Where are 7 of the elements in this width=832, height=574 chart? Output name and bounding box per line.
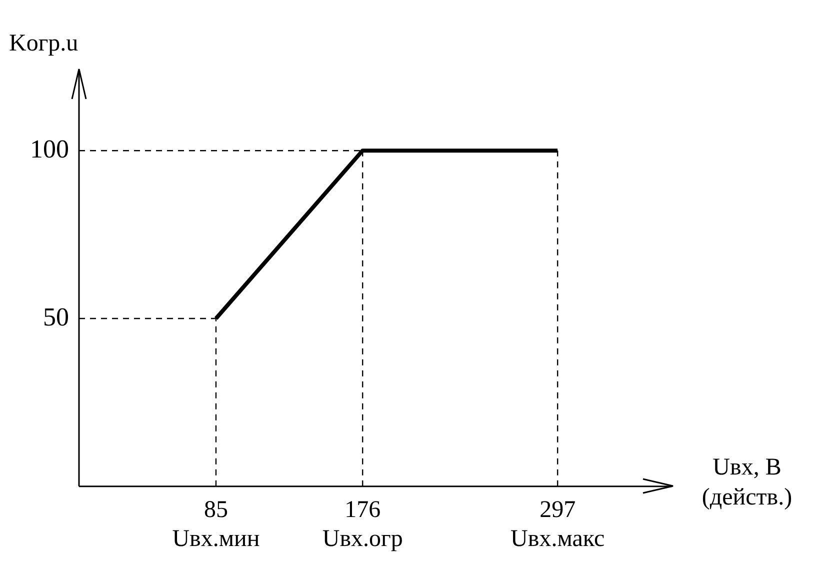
- x-tick-label: 85 Uвх.мин: [172, 497, 260, 552]
- x-axis-title: Uвх, В (действ.): [702, 454, 792, 511]
- y-tick-label: 100: [30, 134, 69, 164]
- y-axis-title: Kогр.u: [9, 30, 78, 56]
- x-tick-label: 176 Uвх.огр: [322, 497, 403, 552]
- x-tick-label: 297 Uвх.макс: [510, 497, 605, 552]
- y-tick-label: 50: [43, 302, 69, 332]
